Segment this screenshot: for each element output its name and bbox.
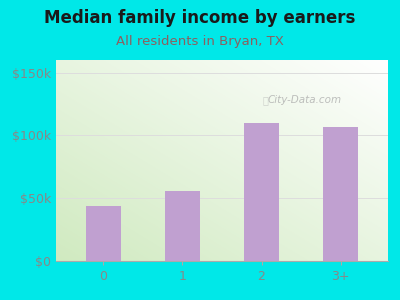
Bar [244,123,279,261]
Text: Median family income by earners: Median family income by earners [44,9,356,27]
Text: City-Data.com: City-Data.com [268,95,342,105]
Bar [86,206,121,261]
Text: All residents in Bryan, TX: All residents in Bryan, TX [116,34,284,47]
Bar [323,127,358,261]
Bar [165,191,200,261]
Text: 🔍: 🔍 [262,95,268,105]
